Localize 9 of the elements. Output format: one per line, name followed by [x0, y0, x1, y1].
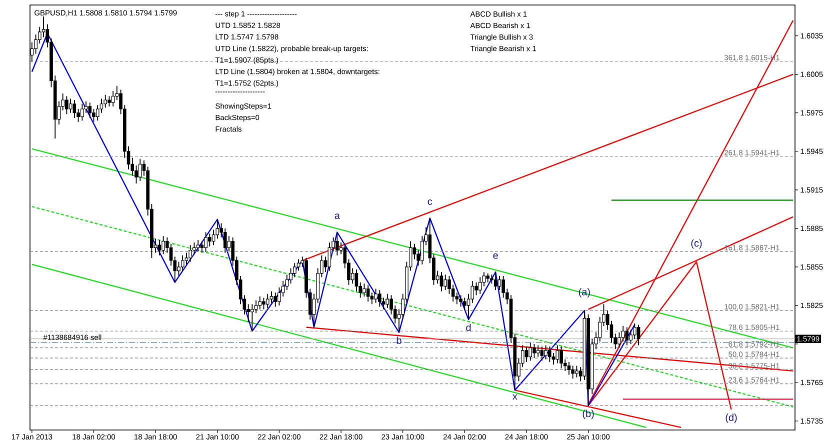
annotation: (d): [726, 414, 737, 423]
annotation: a: [334, 214, 340, 220]
annotation: (c): [691, 239, 702, 249]
annotation: (b): [582, 410, 594, 420]
annotation: c: [428, 199, 432, 205]
annotation: e: [493, 253, 498, 259]
annotation: x: [512, 394, 518, 400]
annotation: b: [396, 336, 402, 344]
annotation: d: [466, 324, 471, 332]
